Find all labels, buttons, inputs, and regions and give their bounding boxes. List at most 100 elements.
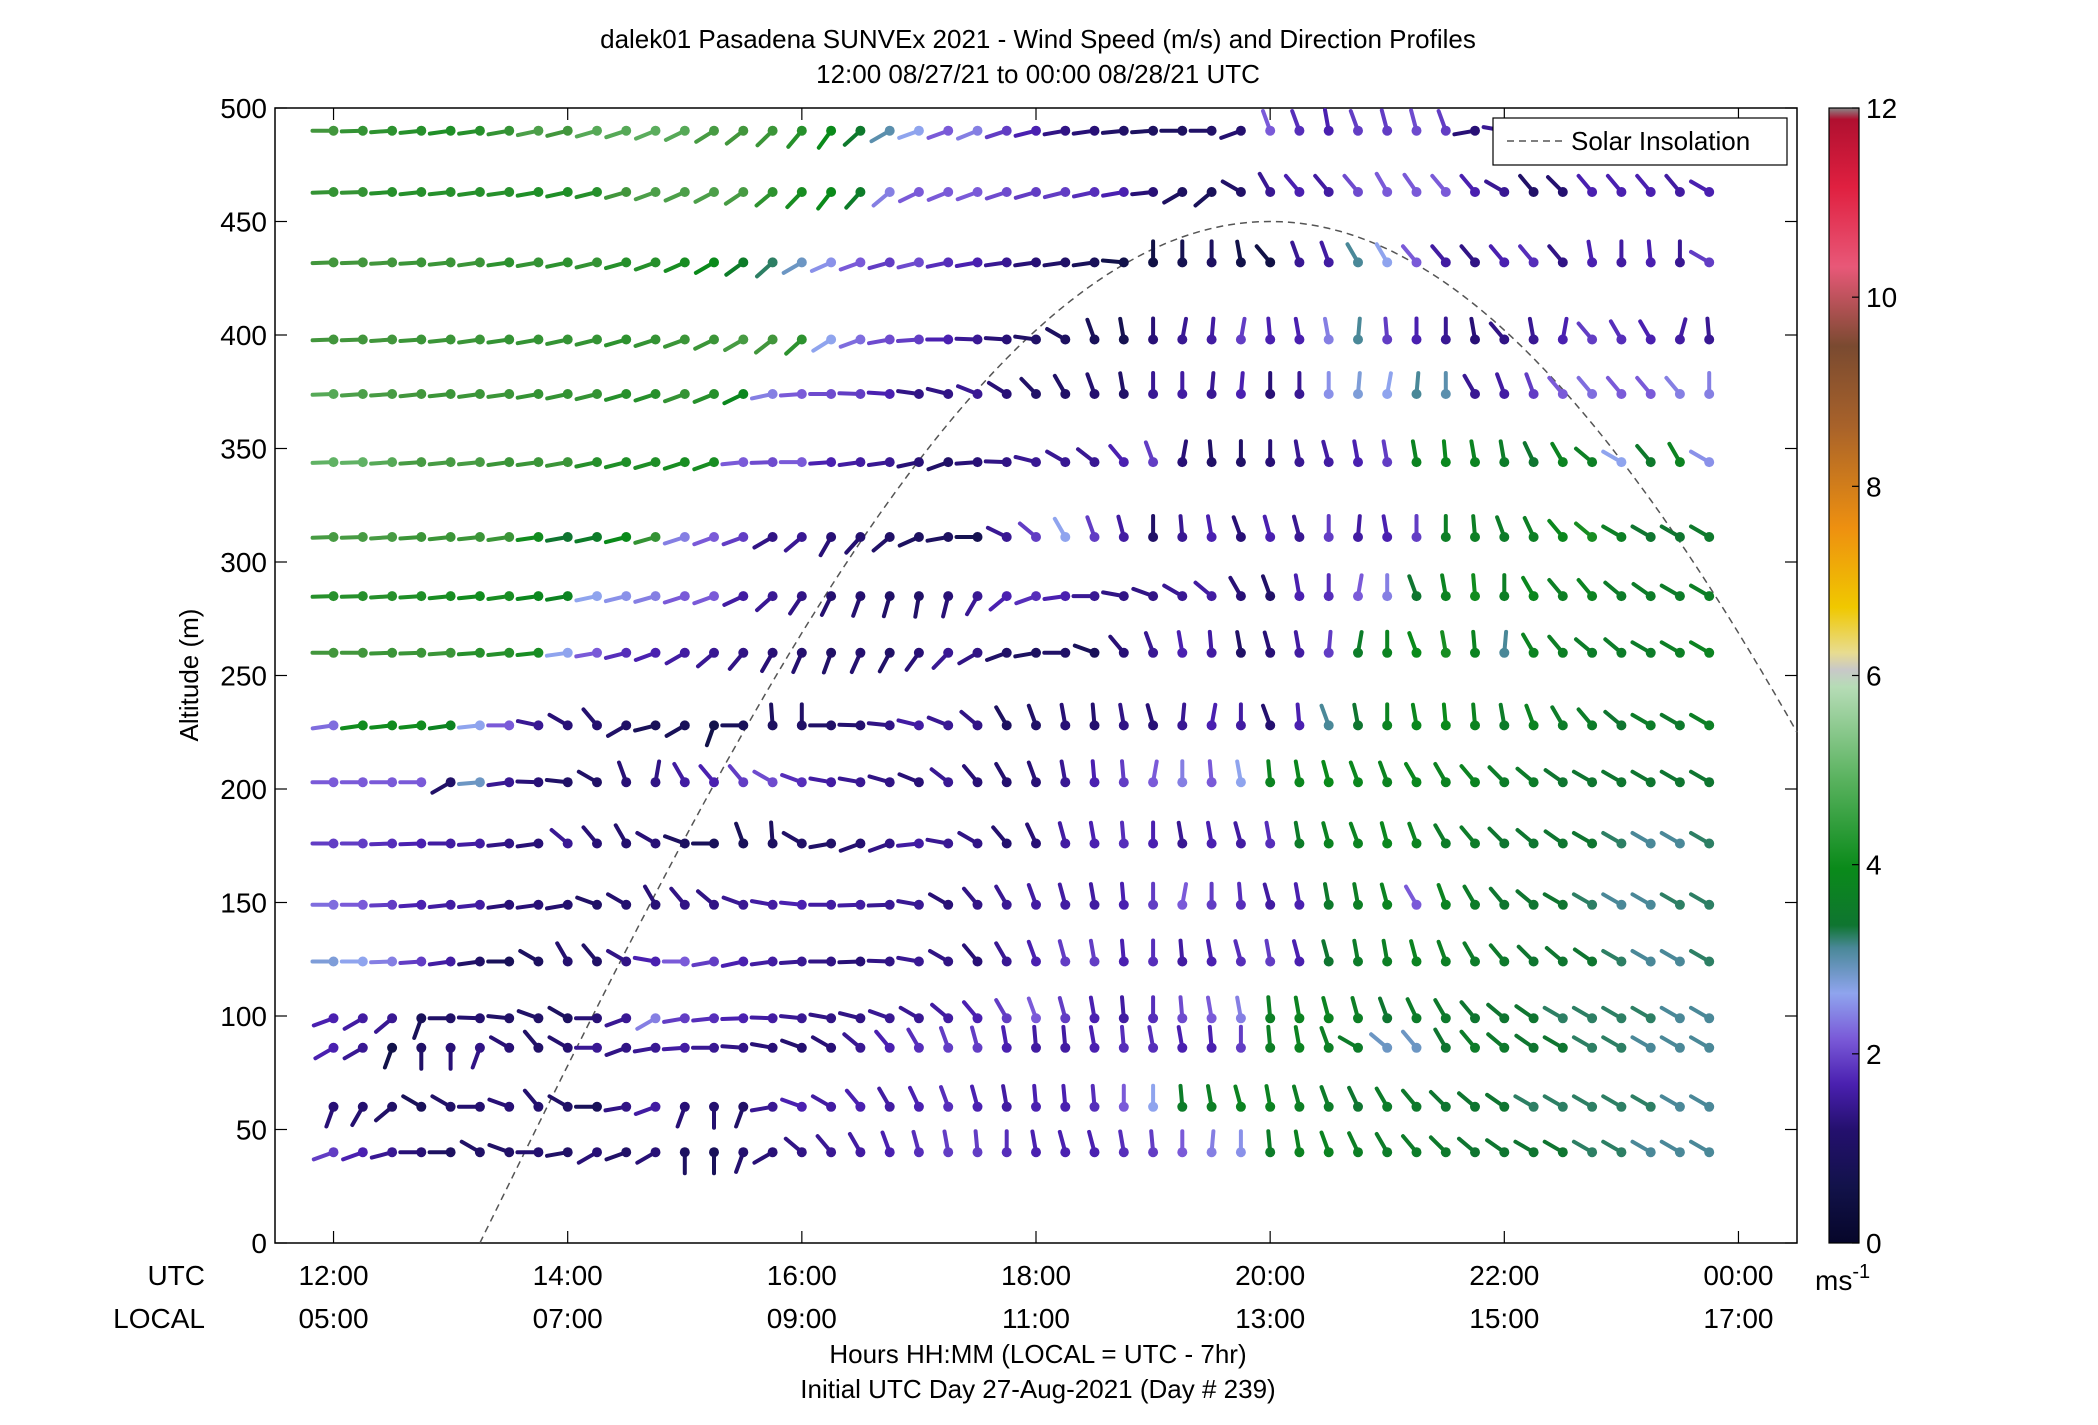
wind-vector bbox=[545, 334, 573, 346]
wind-vector-point bbox=[796, 1042, 807, 1053]
wind-vector-point bbox=[621, 1042, 632, 1053]
wind-vector-point bbox=[416, 125, 427, 136]
wind-vector bbox=[310, 457, 339, 468]
wind-vector-point bbox=[1235, 457, 1246, 468]
wind-vector-point bbox=[1353, 1042, 1363, 1053]
wind-vector bbox=[1145, 703, 1159, 731]
wind-vector bbox=[1430, 244, 1451, 268]
wind-vector bbox=[574, 334, 602, 347]
wind-vector-point bbox=[1235, 1042, 1246, 1053]
wind-vector-point bbox=[709, 457, 719, 468]
wind-vector-point bbox=[943, 125, 954, 136]
wind-vector-point bbox=[562, 591, 573, 602]
wind-vector bbox=[427, 647, 456, 658]
wind-vector-point bbox=[416, 838, 427, 849]
wind-vector-point bbox=[1206, 1042, 1217, 1053]
wind-vector-point bbox=[1060, 257, 1071, 268]
wind-vector-point bbox=[1323, 257, 1334, 268]
wind-vector-point bbox=[884, 720, 895, 731]
wind-vector bbox=[1147, 1025, 1159, 1053]
wind-vector bbox=[1261, 109, 1276, 136]
wind-vector-point bbox=[1616, 956, 1627, 967]
wind-vector bbox=[994, 998, 1012, 1024]
wind-vector bbox=[1374, 171, 1393, 197]
wind-vector bbox=[1379, 882, 1393, 910]
wind-vector-point bbox=[855, 389, 866, 399]
wind-vector-point bbox=[1031, 647, 1041, 658]
wind-vector-point bbox=[1206, 457, 1217, 468]
wind-vector bbox=[930, 1002, 954, 1024]
wind-vector-point bbox=[913, 838, 924, 849]
wind-vector-point bbox=[709, 838, 719, 849]
wind-vector bbox=[1488, 943, 1510, 967]
wind-vector bbox=[1026, 996, 1041, 1024]
wind-vector-point bbox=[387, 187, 398, 197]
wind-vector-point bbox=[592, 334, 602, 345]
wind-vector-point bbox=[1440, 389, 1451, 399]
wind-vector bbox=[926, 457, 954, 472]
wind-vector bbox=[1118, 702, 1129, 731]
wind-row bbox=[311, 995, 1715, 1040]
y-tick-label: 300 bbox=[220, 547, 267, 578]
wind-vector bbox=[1345, 242, 1363, 268]
wind-vector-point bbox=[767, 899, 778, 910]
wind-vector bbox=[369, 647, 398, 658]
wind-vector-point bbox=[1470, 187, 1480, 197]
wind-vector bbox=[908, 1085, 924, 1112]
wind-vector bbox=[339, 334, 368, 345]
wind-vector-point bbox=[1616, 1013, 1627, 1024]
wind-vector bbox=[1369, 1032, 1393, 1053]
wind-vector-point bbox=[445, 532, 456, 542]
wind-vector-point bbox=[504, 777, 515, 788]
wind-vector-point bbox=[1557, 457, 1568, 468]
wind-vector-point bbox=[1323, 838, 1334, 849]
wind-vector bbox=[486, 838, 515, 849]
wind-vector-point bbox=[884, 1042, 895, 1053]
wind-vector bbox=[545, 899, 573, 911]
wind-vector-point bbox=[416, 1101, 427, 1112]
wind-vector bbox=[339, 257, 368, 268]
wind-vector-point bbox=[1089, 956, 1100, 967]
colorbar-tick-label: 2 bbox=[1866, 1039, 1882, 1070]
wind-vector bbox=[844, 532, 866, 555]
wind-vector-point bbox=[943, 899, 954, 910]
wind-vector bbox=[604, 187, 632, 200]
wind-vector-point bbox=[767, 457, 778, 468]
wind-vector-point bbox=[445, 1013, 456, 1024]
wind-vector-point bbox=[504, 532, 515, 542]
wind-vector bbox=[1206, 702, 1218, 731]
wind-vector bbox=[310, 187, 339, 197]
wind-vector bbox=[1470, 702, 1480, 731]
wind-vector-point bbox=[445, 389, 456, 399]
wind-vector bbox=[994, 941, 1012, 967]
wind-vector bbox=[1547, 578, 1568, 602]
wind-vector bbox=[1498, 702, 1510, 731]
wind-vector-point bbox=[416, 457, 427, 468]
wind-vector-point bbox=[1206, 1013, 1217, 1024]
wind-vector bbox=[1572, 947, 1598, 967]
wind-vector bbox=[1452, 125, 1480, 137]
wind-vector bbox=[522, 1029, 544, 1053]
wind-row bbox=[310, 881, 1715, 911]
wind-vector bbox=[809, 257, 837, 273]
wind-vector-point bbox=[504, 1042, 515, 1053]
wind-vector bbox=[929, 767, 954, 788]
wind-vector-point bbox=[1557, 1147, 1568, 1158]
wind-vector-point bbox=[855, 457, 866, 468]
wind-vector bbox=[1605, 375, 1627, 399]
wind-vector-point bbox=[357, 334, 368, 345]
wind-vector bbox=[1664, 375, 1685, 399]
wind-vector bbox=[904, 647, 924, 672]
wind-vector bbox=[545, 591, 573, 602]
wind-vector bbox=[1118, 881, 1129, 910]
wind-vector-point bbox=[445, 838, 456, 849]
wind-vector-point bbox=[562, 457, 573, 468]
wind-vector-point bbox=[709, 532, 719, 542]
wind-vector bbox=[1177, 702, 1188, 731]
wind-vector bbox=[663, 125, 690, 142]
wind-vector-point bbox=[1148, 257, 1159, 268]
wind-vector bbox=[643, 884, 661, 910]
wind-vector-point bbox=[1674, 532, 1685, 542]
wind-vector bbox=[310, 532, 339, 542]
wind-vector bbox=[1031, 1083, 1041, 1112]
